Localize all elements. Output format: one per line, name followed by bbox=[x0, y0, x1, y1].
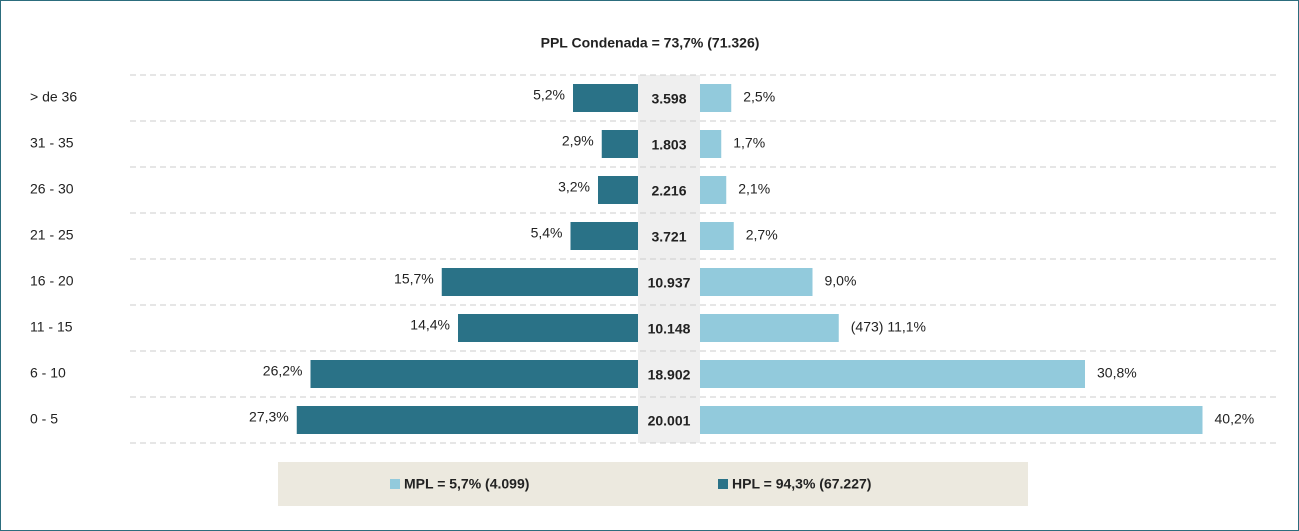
bar bbox=[700, 360, 1085, 388]
total-label: 3.598 bbox=[651, 91, 686, 107]
bar bbox=[598, 176, 638, 204]
value-label: 1,7% bbox=[733, 135, 765, 151]
legend-label: HPL = 94,3% (67.227) bbox=[732, 476, 871, 492]
category-label: 31 - 35 bbox=[30, 135, 74, 151]
bar bbox=[700, 176, 727, 204]
bar bbox=[458, 314, 638, 342]
bar bbox=[570, 222, 638, 250]
legend-swatch bbox=[718, 479, 728, 489]
value-label: 9,0% bbox=[825, 273, 857, 289]
value-label: 40,2% bbox=[1215, 411, 1255, 427]
bar bbox=[700, 84, 732, 112]
category-label: 16 - 20 bbox=[30, 273, 74, 289]
bar bbox=[700, 130, 722, 158]
value-label: 2,5% bbox=[743, 89, 775, 105]
bar bbox=[601, 130, 638, 158]
value-label: 2,1% bbox=[738, 181, 770, 197]
bar bbox=[296, 406, 638, 434]
total-label: 20.001 bbox=[648, 413, 691, 429]
center-band bbox=[638, 75, 700, 443]
bar bbox=[700, 406, 1203, 434]
total-label: 1.803 bbox=[651, 137, 686, 153]
value-label: 15,7% bbox=[394, 271, 434, 287]
category-label: 11 - 15 bbox=[30, 319, 73, 335]
total-label: 3.721 bbox=[651, 229, 686, 245]
category-label: 26 - 30 bbox=[30, 181, 74, 197]
total-label: 2.216 bbox=[651, 183, 686, 199]
value-label: 26,2% bbox=[263, 363, 303, 379]
value-label: 5,4% bbox=[531, 225, 563, 241]
bar bbox=[700, 268, 813, 296]
total-label: 10.148 bbox=[648, 321, 691, 337]
bar bbox=[700, 222, 734, 250]
category-label: > de 36 bbox=[30, 89, 77, 105]
chart-title: PPL Condenada = 73,7% (71.326) bbox=[541, 35, 760, 51]
value-label: 14,4% bbox=[410, 317, 450, 333]
bar bbox=[573, 84, 638, 112]
category-label: 0 - 5 bbox=[30, 411, 58, 427]
value-label: (473) 11,1% bbox=[851, 319, 926, 335]
total-label: 18.902 bbox=[648, 367, 691, 383]
legend-label: MPL = 5,7% (4.099) bbox=[404, 476, 529, 492]
value-label: 3,2% bbox=[558, 179, 590, 195]
category-label: 21 - 25 bbox=[30, 227, 74, 243]
bar bbox=[700, 314, 839, 342]
category-label: 6 - 10 bbox=[30, 365, 66, 381]
bar bbox=[310, 360, 638, 388]
legend-swatch bbox=[390, 479, 400, 489]
legend bbox=[278, 462, 1028, 506]
value-label: 30,8% bbox=[1097, 365, 1137, 381]
value-label: 2,7% bbox=[746, 227, 778, 243]
total-label: 10.937 bbox=[648, 275, 691, 291]
value-label: 2,9% bbox=[562, 133, 594, 149]
value-label: 5,2% bbox=[533, 87, 565, 103]
value-label: 27,3% bbox=[249, 409, 289, 425]
bar bbox=[441, 268, 638, 296]
